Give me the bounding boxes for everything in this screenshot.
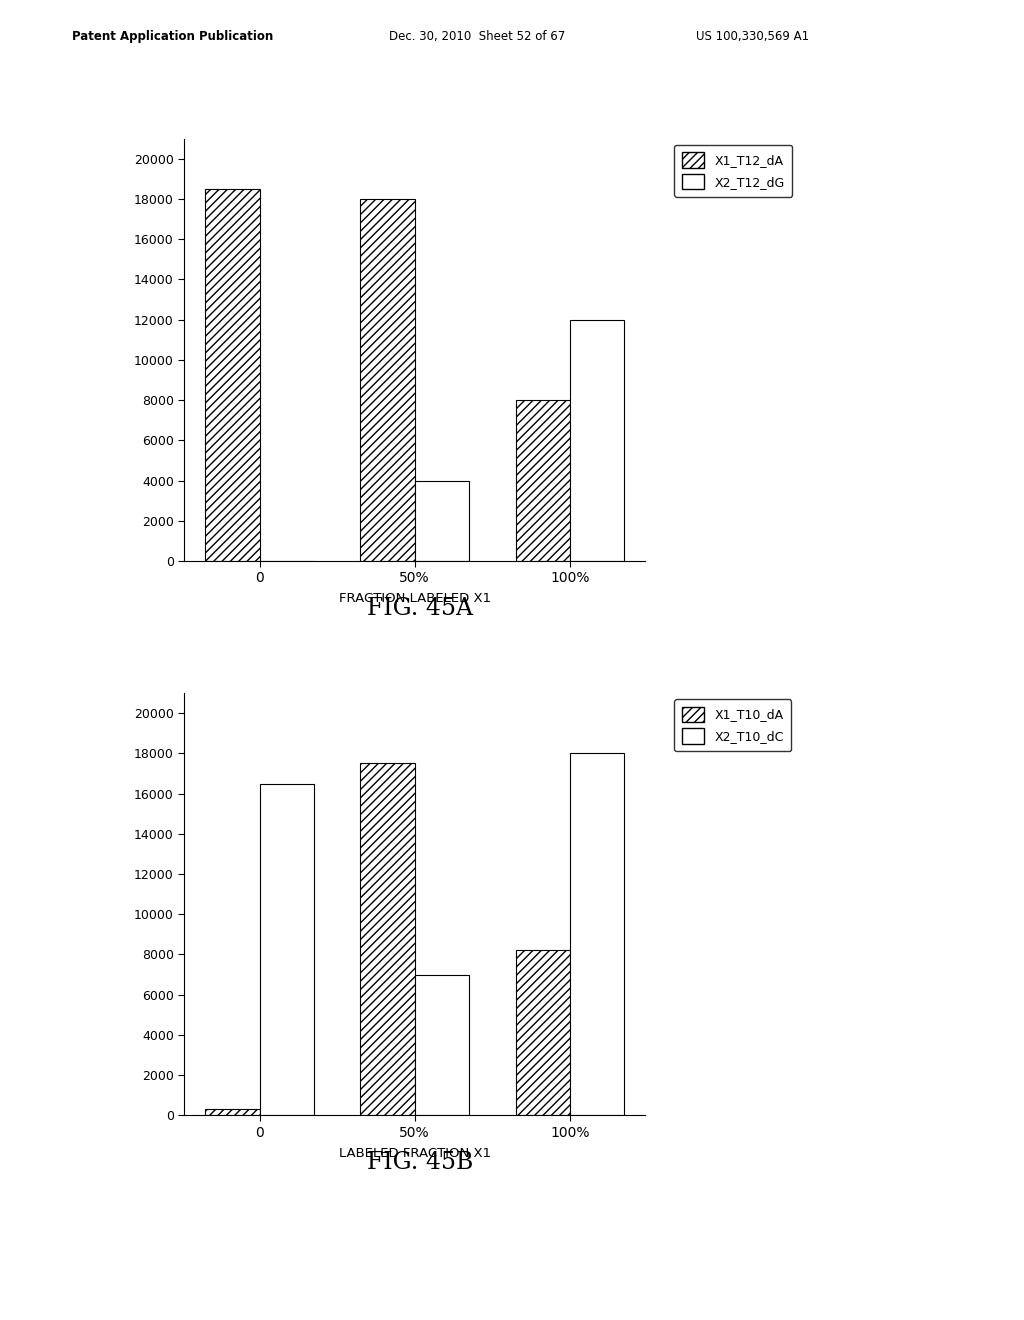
Bar (570, 319, 625, 561)
Bar (415, 480, 469, 561)
Bar (360, 763, 415, 1115)
Bar (259, 784, 314, 1115)
X-axis label: FRACTION LABELED X1: FRACTION LABELED X1 (339, 593, 490, 606)
Legend: X1_T10_dA, X2_T10_dC: X1_T10_dA, X2_T10_dC (675, 700, 792, 751)
Bar (205, 189, 259, 561)
Bar (570, 754, 625, 1115)
Text: Dec. 30, 2010  Sheet 52 of 67: Dec. 30, 2010 Sheet 52 of 67 (389, 30, 565, 44)
Bar (205, 1109, 259, 1115)
Bar (515, 950, 570, 1115)
Bar (415, 974, 469, 1115)
Legend: X1_T12_dA, X2_T12_dG: X1_T12_dA, X2_T12_dG (675, 145, 793, 197)
Text: US 100,330,569 A1: US 100,330,569 A1 (696, 30, 809, 44)
Text: FIG. 45A: FIG. 45A (367, 597, 473, 619)
Bar (515, 400, 570, 561)
Text: FIG. 45B: FIG. 45B (367, 1151, 473, 1173)
X-axis label: LABELED FRACTION X1: LABELED FRACTION X1 (339, 1147, 490, 1160)
Bar (360, 199, 415, 561)
Text: Patent Application Publication: Patent Application Publication (72, 30, 273, 44)
